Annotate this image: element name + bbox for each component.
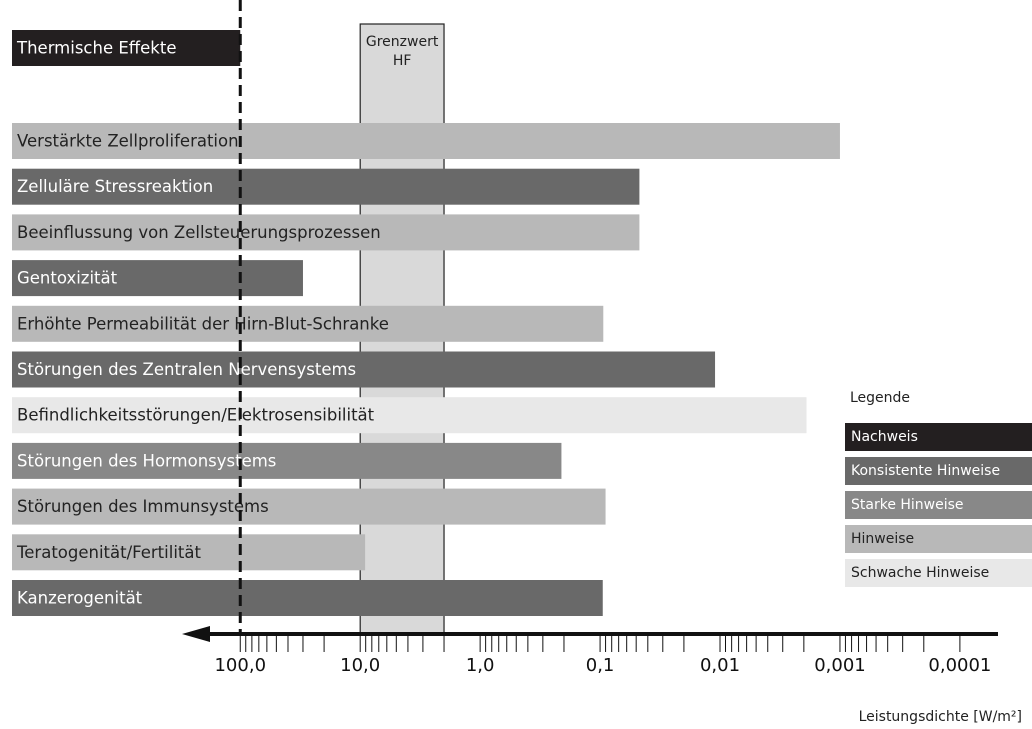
bar-label: Störungen des Zentralen Nervensystems xyxy=(17,360,356,379)
bar xyxy=(12,168,640,205)
bar xyxy=(12,534,366,571)
bar xyxy=(12,488,606,525)
x-tick-label: 1,0 xyxy=(466,655,495,676)
legend-title: Legende xyxy=(850,390,910,406)
bar-label: Gentoxizität xyxy=(17,269,118,288)
legend-swatch xyxy=(845,423,1032,451)
bar xyxy=(12,442,562,479)
x-tick-label: 0,01 xyxy=(700,655,740,676)
legend-label: Schwache Hinweise xyxy=(851,565,989,581)
bar xyxy=(12,351,716,388)
bar-label: Befindlichkeitsstörungen/Elektrosensibil… xyxy=(17,406,375,425)
x-tick-label: 0,1 xyxy=(586,655,615,676)
legend-swatch xyxy=(845,457,1032,485)
bar-label: Beeinflussung von Zellsteuerungsprozesse… xyxy=(17,223,381,242)
x-tick-label: 10,0 xyxy=(340,655,380,676)
bar xyxy=(12,30,241,66)
bar-label: Störungen des Immunsystems xyxy=(17,497,269,516)
bar-label: Thermische Effekte xyxy=(16,39,176,58)
bar xyxy=(12,305,604,342)
x-tick-label: 100,0 xyxy=(214,655,266,676)
legend-swatch xyxy=(845,559,1032,587)
band-label: HF xyxy=(393,53,412,69)
legend-label: Hinweise xyxy=(851,531,914,547)
legend-swatch xyxy=(845,525,1032,553)
bar xyxy=(12,397,807,434)
band-label: Grenzwert xyxy=(366,34,439,50)
bar-label: Teratogenität/Fertilität xyxy=(16,543,201,562)
legend-label: Konsistente Hinweise xyxy=(851,463,1000,479)
bar-label: Kanzerogenität xyxy=(17,589,143,608)
bar-label: Störungen des Hormonsystems xyxy=(17,451,276,470)
bar-label: Zelluläre Stressreaktion xyxy=(17,177,213,196)
axis-arrow xyxy=(182,626,210,642)
legend-label: Nachweis xyxy=(851,429,918,445)
bar xyxy=(12,123,840,159)
legend-swatch xyxy=(845,491,1032,519)
bar-label: Erhöhte Permeabilität der Hirn-Blut-Schr… xyxy=(17,314,389,333)
bar-label: Verstärkte Zellproliferation xyxy=(17,132,239,151)
x-axis-label: Leistungsdichte [W/m²] xyxy=(859,709,1022,725)
x-tick-label: 0,0001 xyxy=(928,655,991,676)
bar xyxy=(12,260,303,297)
legend-label: Starke Hinweise xyxy=(851,497,964,513)
x-tick-label: 0,001 xyxy=(814,655,866,676)
bar xyxy=(12,214,640,251)
bar xyxy=(12,580,603,616)
